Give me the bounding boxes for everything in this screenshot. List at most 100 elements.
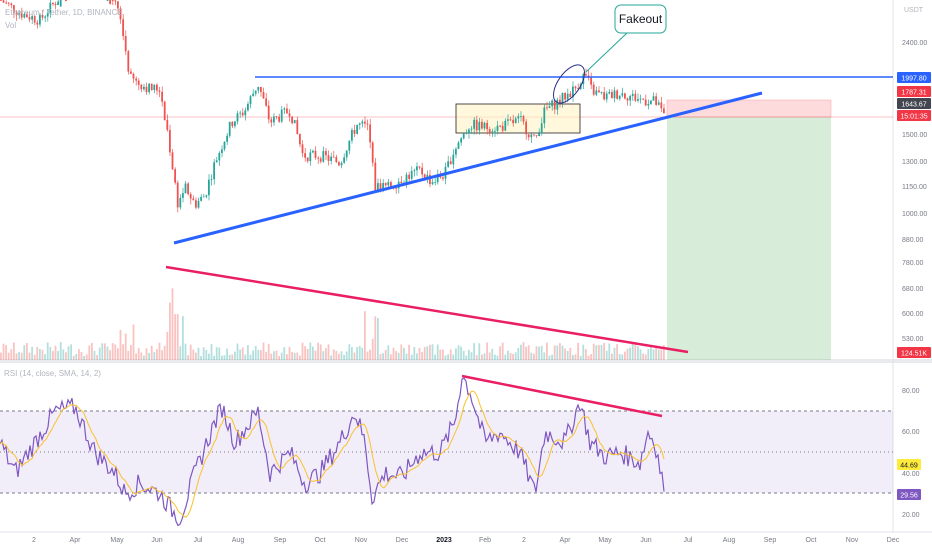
candle-body: [556, 99, 559, 110]
candle-body: [374, 162, 377, 191]
candle-body: [260, 86, 262, 93]
volume-bar: [494, 354, 496, 360]
volume-bar: [634, 342, 637, 360]
candle-body: [5, 2, 7, 4]
consolidation-box[interactable]: [455, 103, 581, 134]
candle-body: [494, 130, 496, 132]
volume-divergence-line[interactable]: [165, 265, 689, 354]
fakeout-ellipse[interactable]: [547, 60, 590, 109]
candle-body: [642, 98, 644, 100]
candle-body: [358, 123, 361, 125]
volume-bar: [371, 338, 374, 360]
candle-body: [520, 116, 522, 117]
candle-body: [221, 149, 223, 153]
candle-body: [348, 140, 351, 151]
volume-bar: [106, 346, 109, 360]
volume-bar: [457, 345, 460, 360]
candle-body: [335, 157, 338, 163]
time-label: May: [598, 537, 612, 544]
badge-resistance-text: 1997.80: [901, 76, 926, 83]
candle-body: [530, 134, 533, 138]
candle-body: [457, 142, 460, 149]
time-label: Jun: [640, 537, 651, 544]
volume-bar: [338, 353, 340, 360]
candle-body: [369, 124, 371, 143]
volume-bar: [156, 349, 158, 360]
volume-bar: [592, 343, 595, 360]
candle-body: [364, 121, 366, 124]
take-profit-zone[interactable]: [667, 117, 831, 360]
candle-body: [356, 124, 358, 134]
candle-body: [182, 193, 184, 198]
candle-body: [572, 86, 574, 98]
volume-bar: [343, 355, 345, 360]
volume-bar: [384, 349, 387, 360]
price-axis[interactable]: 2400.00 1500.00 1300.00 1150.00 1000.00 …: [902, 40, 927, 343]
volume-bar: [75, 353, 78, 360]
candle-body: [210, 179, 213, 180]
candle-body: [31, 16, 33, 20]
fakeout-callout[interactable]: Fakeout: [585, 4, 667, 73]
volume-bar: [247, 345, 249, 360]
volume-bar: [13, 342, 15, 360]
volume-bar: [234, 351, 236, 360]
volume-bar: [322, 351, 325, 360]
candle-body: [525, 121, 527, 135]
volume-bar: [608, 343, 611, 360]
volume-bar: [559, 343, 561, 360]
volume-bar: [239, 349, 241, 360]
ascending-trendline[interactable]: [173, 91, 763, 245]
candle-body: [405, 174, 408, 183]
rsi-axis[interactable]: 80.00 60.00 40.00 20.00: [902, 388, 920, 519]
volume-bar: [252, 350, 254, 360]
candle-body: [322, 151, 325, 162]
candle-body: [317, 157, 319, 159]
volume-bar: [52, 350, 54, 360]
candle-body: [174, 169, 176, 183]
candle-body: [501, 125, 504, 131]
rsi-divergence-line[interactable]: [461, 374, 663, 418]
volume-bar: [595, 345, 598, 360]
volume-bar: [111, 343, 114, 360]
candle-body: [119, 8, 122, 20]
candle-body: [465, 132, 468, 134]
volume-bar: [520, 344, 522, 360]
candle-body: [462, 133, 465, 139]
candle-body: [460, 138, 462, 143]
candle-body: [327, 155, 330, 161]
candle-body: [504, 120, 507, 131]
stop-loss-zone[interactable]: [666, 99, 832, 118]
time-label: Nov: [846, 537, 859, 544]
volume-bar: [143, 355, 145, 360]
candle-body: [26, 14, 28, 18]
price-pane[interactable]: [0, 0, 893, 360]
candle-body: [390, 182, 392, 188]
candle-body: [660, 102, 663, 109]
candle-body: [301, 144, 304, 154]
time-axis[interactable]: 2 Apr May Jun Jul Aug Sep Oct Nov Dec 2023 Feb 2 Apr M…: [32, 537, 900, 544]
candle-body: [288, 113, 291, 117]
candle-body: [452, 154, 455, 165]
candle-body: [330, 156, 332, 161]
volume-bar: [189, 344, 192, 360]
volume-bar: [57, 350, 59, 360]
candle-body: [286, 108, 288, 114]
candle-body: [306, 157, 309, 162]
candle-body: [179, 197, 182, 208]
volume-bar: [109, 350, 111, 360]
candle-body: [626, 98, 629, 101]
rsi-band: [0, 411, 893, 493]
volume-bar: [574, 354, 577, 360]
candle-body: [379, 183, 382, 192]
candle-body: [512, 119, 514, 124]
volume-bar: [455, 348, 457, 360]
candle-body: [28, 17, 31, 20]
candle-body: [215, 160, 218, 163]
volume-bar: [23, 345, 26, 360]
candle-body: [561, 92, 564, 104]
volume-bar: [283, 347, 286, 360]
volume-bar: [663, 345, 665, 360]
candle-body: [265, 98, 267, 106]
candle-body: [254, 90, 257, 94]
